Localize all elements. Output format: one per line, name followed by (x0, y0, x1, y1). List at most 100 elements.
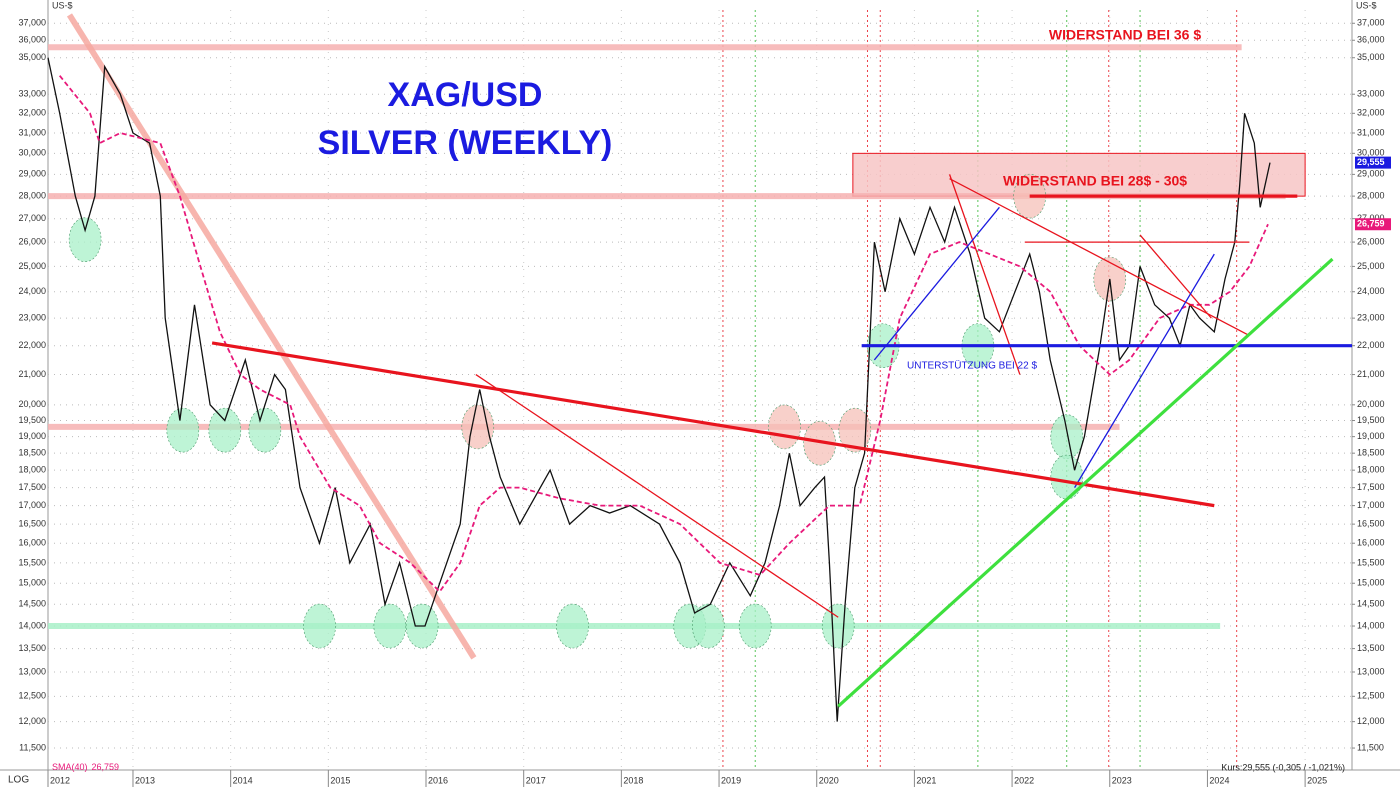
y-tick-label: 12,000 (1357, 716, 1385, 726)
price-line (47, 57, 1271, 722)
y-tick-label: 13,500 (1357, 643, 1385, 653)
y-tick-label: 26,000 (18, 236, 46, 246)
highlight (692, 603, 725, 649)
y-tick-label: 29,000 (18, 169, 46, 179)
trend-line (1139, 234, 1212, 319)
y-tick-label: 33,000 (1357, 89, 1385, 99)
y-tick-label: 15,500 (1357, 557, 1385, 567)
y-tick-label: 23,000 (1357, 313, 1385, 323)
y-tick-label: 26,000 (1357, 236, 1385, 246)
y-tick-label: 27,000 (18, 213, 46, 223)
y-tick-label: 13,500 (18, 643, 46, 653)
y-tick-label: 35,000 (18, 52, 46, 62)
y-tick-label: 19,500 (1357, 415, 1385, 425)
y-tick-label: 18,500 (18, 448, 46, 458)
y-tick-label: 33,000 (18, 89, 46, 99)
x-tick-label: 2015 (330, 775, 350, 785)
y-tick-label: 20,000 (18, 399, 46, 409)
x-tick-label: 2018 (623, 775, 643, 785)
highlight (821, 603, 855, 649)
x-tick-label: 2020 (819, 775, 839, 785)
y-tick-label: 32,000 (18, 108, 46, 118)
y-tick-label: 24,000 (18, 286, 46, 296)
note: WIDERSTAND BEI 36 $ (1049, 27, 1201, 43)
highlight (461, 404, 495, 450)
x-tick-label: 2013 (135, 775, 155, 785)
x-tick-label: 2014 (233, 775, 253, 785)
y-tick-label: 15,000 (18, 578, 46, 588)
y-tick-label: 18,000 (18, 465, 46, 475)
y-tick-label: 30,000 (1357, 148, 1385, 158)
scale-label: LOG (8, 775, 29, 786)
price-tag (1355, 156, 1391, 169)
highlight (838, 407, 872, 453)
highlight (373, 603, 407, 649)
y-tick-label: 16,000 (1357, 538, 1385, 548)
y-tick-label: 12,000 (18, 716, 46, 726)
highlight (166, 407, 200, 453)
x-tick-label: 2017 (526, 775, 546, 785)
y-tick-label: 27,000 (1357, 213, 1385, 223)
x-tick-label: 2023 (1112, 775, 1132, 785)
x-tick-label: 2022 (1014, 775, 1034, 785)
x-tick-label: 2012 (50, 775, 70, 785)
y-tick-label: 14,000 (1357, 620, 1385, 630)
y-tick-label: 15,500 (18, 557, 46, 567)
legend-value: 26,759 (92, 762, 120, 772)
x-tick-label: 2021 (916, 775, 936, 785)
level-band (66, 13, 477, 660)
y-tick-label: 18,500 (1357, 448, 1385, 458)
y-tick-label: 17,500 (1357, 482, 1385, 492)
highlight (1050, 454, 1084, 500)
y-tick-label: 28,000 (1357, 191, 1385, 201)
y-tick-label: 17,500 (18, 482, 46, 492)
highlight (738, 603, 772, 649)
highlight (1050, 414, 1084, 459)
y-tick-label: 22,000 (18, 340, 46, 350)
y-tick-label: 29,000 (1357, 169, 1385, 179)
highlight (303, 603, 336, 649)
quote: Kurs:29,555 (-0,305 / -1,021%) (1221, 762, 1345, 772)
y-tick-label: 31,000 (18, 127, 46, 137)
highlight (68, 217, 102, 263)
price-tag-label: 26,759 (1357, 219, 1385, 229)
y-tick-label: 12,500 (18, 691, 46, 701)
trend-line (949, 178, 1248, 336)
y-tick-label: 31,000 (1357, 127, 1385, 137)
trend-line (873, 206, 1000, 361)
y-tick-label: 32,000 (1357, 108, 1385, 118)
y-tick-label: 36,000 (18, 35, 46, 45)
y-tick-label: 13,000 (1357, 666, 1385, 676)
unit-label: US-$ (52, 0, 73, 10)
y-tick-label: 16,500 (18, 519, 46, 529)
y-tick-label: 25,000 (1357, 261, 1385, 271)
highlight (208, 407, 242, 453)
highlight (556, 603, 589, 649)
y-tick-label: 25,000 (18, 261, 46, 271)
y-tick-label: 17,000 (18, 500, 46, 510)
y-tick-label: 21,000 (18, 369, 46, 379)
highlight (248, 407, 282, 453)
note: UNTERSTÜTZUNG BEI 22 $ (907, 360, 1037, 372)
y-tick-label: 36,000 (1357, 35, 1385, 45)
trend-line (948, 174, 1021, 375)
y-tick-label: 19,000 (18, 431, 46, 441)
trend-line (475, 374, 839, 618)
y-tick-label: 24,000 (1357, 286, 1385, 296)
price-tag (1355, 218, 1391, 231)
y-tick-label: 14,500 (1357, 599, 1385, 609)
highlight (768, 404, 801, 450)
sma-line (58, 75, 1269, 593)
y-tick-label: 35,000 (1357, 52, 1385, 62)
price-tag-label: 29,555 (1357, 157, 1385, 167)
y-tick-label: 15,000 (1357, 578, 1385, 588)
y-tick-label: 19,000 (1357, 431, 1385, 441)
y-tick-label: 37,000 (18, 18, 46, 28)
y-tick-label: 11,500 (19, 742, 46, 752)
y-tick-label: 16,500 (1357, 519, 1385, 529)
y-tick-label: 18,000 (1357, 465, 1385, 475)
y-tick-label: 14,500 (18, 599, 46, 609)
y-tick-label: 17,000 (1357, 500, 1385, 510)
